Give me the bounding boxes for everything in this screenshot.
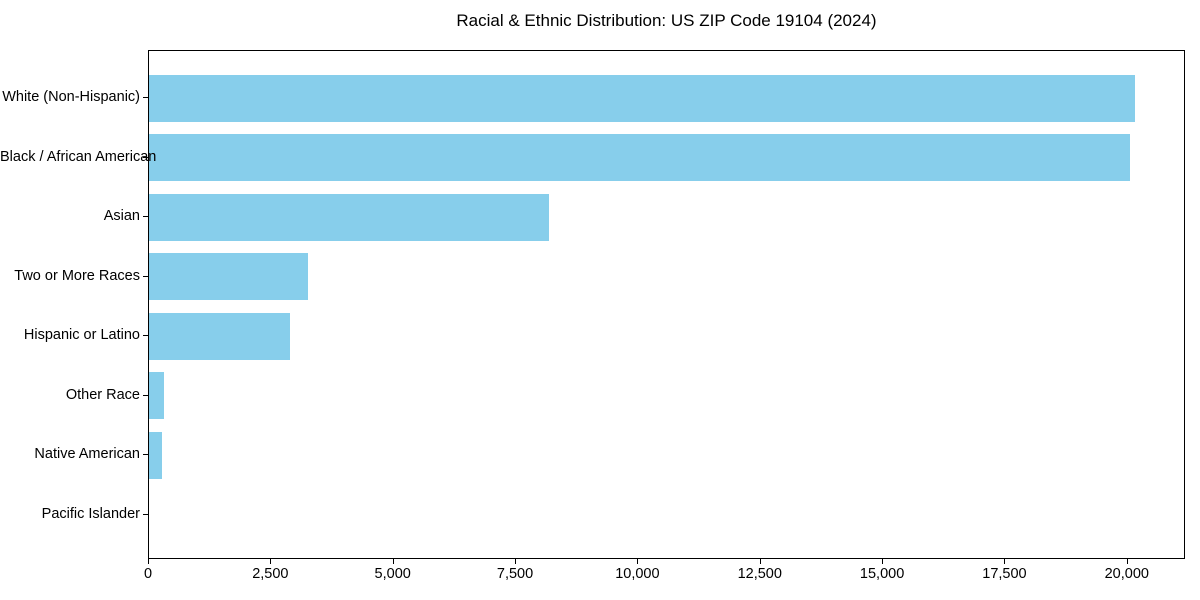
- bar: [149, 253, 308, 300]
- y-tick-label: Other Race: [65, 386, 140, 403]
- y-tick-mark: [143, 335, 148, 336]
- x-tick-label: 12,500: [737, 566, 782, 582]
- y-tick-mark: [143, 216, 148, 217]
- y-tick-label: Hispanic or Latino: [23, 327, 140, 343]
- x-tick-mark: [148, 559, 149, 564]
- bar: [149, 74, 1135, 122]
- y-tick-mark: [143, 97, 148, 98]
- x-tick-mark: [392, 559, 394, 564]
- x-tick-mark: [637, 559, 639, 564]
- x-tick-label: 7,500: [496, 566, 534, 582]
- y-tick-label: Two or More Races: [14, 267, 140, 284]
- x-tick-mark: [882, 559, 884, 564]
- x-tick-label: 17,500: [982, 566, 1027, 582]
- x-tick-mark: [759, 559, 761, 564]
- x-tick-mark: [1004, 559, 1006, 564]
- x-tick-label: 20,000: [1104, 566, 1149, 582]
- plot-area: [148, 50, 1185, 559]
- y-tick-label: Native American: [34, 446, 140, 462]
- y-tick-label: Asian: [103, 208, 140, 224]
- y-tick-mark: [143, 513, 148, 515]
- y-tick-label: Pacific Islander: [41, 505, 140, 522]
- y-tick-mark: [143, 156, 148, 158]
- x-tick-label: 0: [143, 566, 153, 582]
- bar: [149, 312, 291, 360]
- bar: [149, 134, 1130, 181]
- x-tick-label: 5,000: [374, 566, 411, 582]
- x-tick-mark: [1126, 559, 1128, 564]
- y-tick-mark: [143, 275, 148, 277]
- bar: [149, 431, 162, 479]
- bar: [149, 372, 164, 419]
- y-tick-mark: [143, 454, 148, 455]
- chart-title: Racial & Ethnic Distribution: US ZIP Cod…: [456, 11, 877, 30]
- y-tick-label: White (Non-Hispanic): [2, 89, 140, 105]
- bar: [149, 193, 550, 241]
- y-tick-label: Black / African American: [0, 148, 157, 165]
- x-tick-label: 2,500: [252, 566, 289, 582]
- x-tick-mark: [270, 559, 272, 564]
- y-tick-mark: [143, 394, 148, 396]
- x-tick-mark: [515, 559, 517, 564]
- x-tick-label: 15,000: [859, 566, 905, 582]
- x-tick-label: 10,000: [615, 566, 660, 582]
